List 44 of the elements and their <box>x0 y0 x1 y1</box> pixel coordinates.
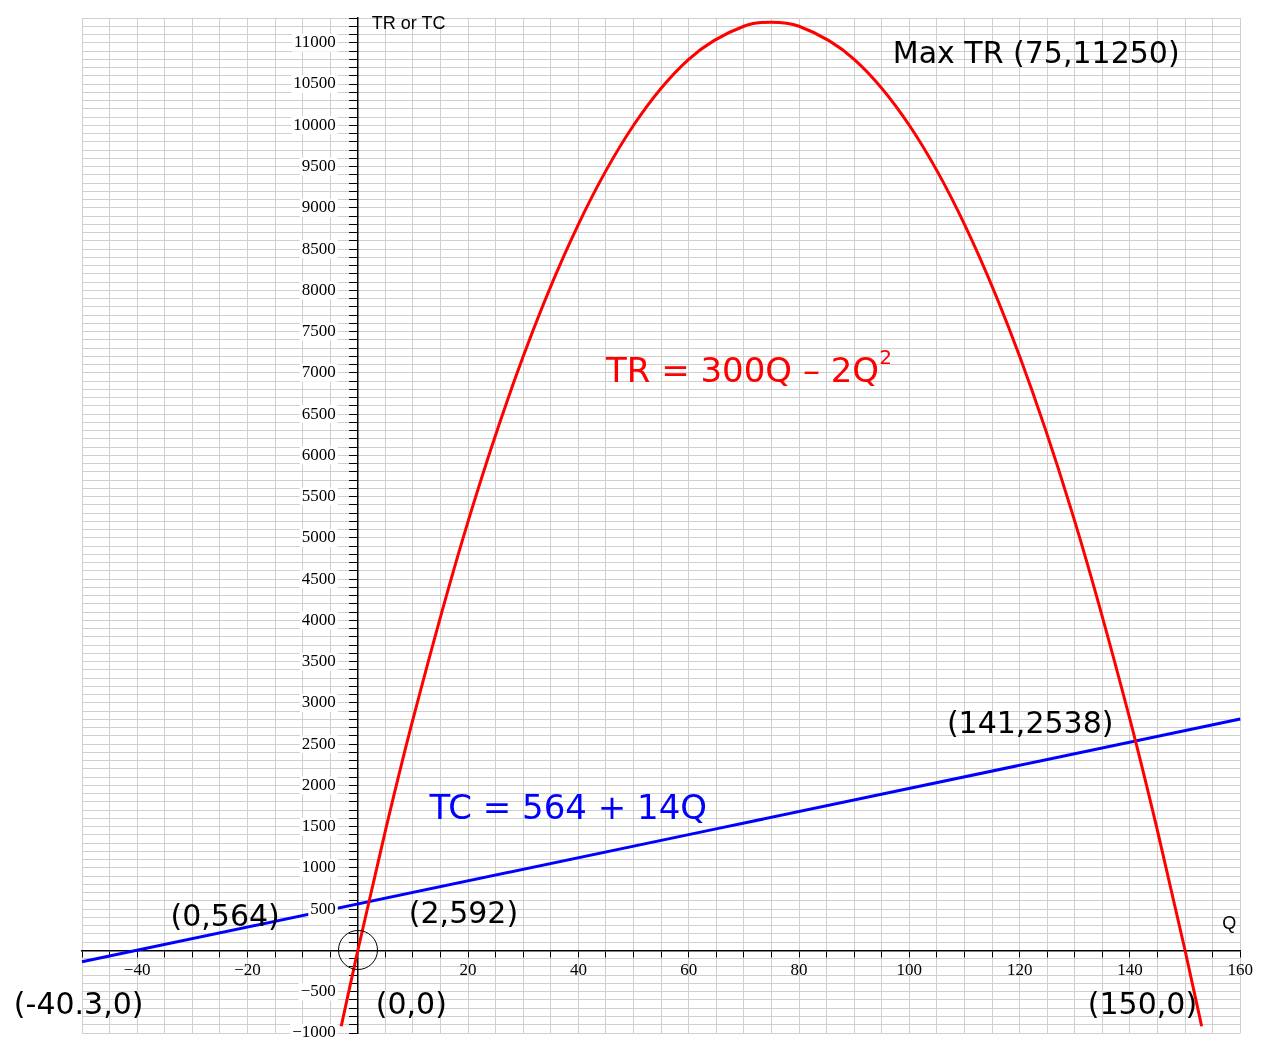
x-axis-title: Q <box>1222 913 1237 934</box>
x-tick-label: 100 <box>896 960 923 980</box>
x-tick-label: 160 <box>1227 960 1253 980</box>
x-tick-label: 60 <box>680 960 698 980</box>
annotation: (150,0) <box>1087 986 1198 1022</box>
y-tick-label: 10500 <box>293 73 336 93</box>
y-tick-label: 9500 <box>301 156 336 176</box>
y-tick-label: −500 <box>300 981 336 1001</box>
x-tick-label: 140 <box>1117 960 1143 980</box>
x-tick-label: 40 <box>569 960 587 980</box>
annotation: (-40.3,0) <box>13 986 144 1022</box>
y-tick-label: 2500 <box>301 733 336 753</box>
y-tick-label: 4000 <box>301 609 336 629</box>
annotation: (0,564) <box>170 897 280 933</box>
x-tick-label: 120 <box>1006 960 1033 980</box>
y-tick-label: 3000 <box>301 692 336 712</box>
y-tick-label: 4500 <box>301 568 336 588</box>
y-tick-label: 6500 <box>301 403 336 423</box>
annotation: (2,592) <box>408 895 519 931</box>
x-tick-label: −40 <box>123 960 151 980</box>
y-tick-label: 2000 <box>301 774 336 794</box>
y-tick-label: 11000 <box>293 32 336 52</box>
y-tick-label: 8500 <box>301 238 336 258</box>
y-axis-title: TR or TC <box>371 12 446 33</box>
y-tick-label: 1500 <box>301 816 336 836</box>
series-label: TC = 564 + 14Q <box>428 787 708 828</box>
y-tick-label: 3500 <box>301 651 336 671</box>
y-tick-label: 5500 <box>301 486 336 506</box>
x-tick-label: 20 <box>459 960 477 980</box>
annotation: (141,2538) <box>946 704 1114 740</box>
y-tick-label: 8000 <box>301 279 336 299</box>
y-tick-label: 1000 <box>301 857 336 877</box>
y-tick-label: 10000 <box>293 114 336 134</box>
annotation: (0,0) <box>375 986 447 1022</box>
y-tick-label: 500 <box>310 898 336 918</box>
y-tick-label: 7500 <box>301 321 336 341</box>
y-tick-label: −1000 <box>292 1022 336 1042</box>
x-tick-label: 80 <box>790 960 808 980</box>
y-tick-label: 5000 <box>301 527 336 547</box>
y-tick-label: 9000 <box>301 197 336 217</box>
annotation: Max TR (75,11250) <box>892 34 1180 70</box>
y-tick-label: 7000 <box>301 362 336 382</box>
x-tick-label: −20 <box>234 960 261 980</box>
y-tick-label: 6000 <box>301 444 336 464</box>
